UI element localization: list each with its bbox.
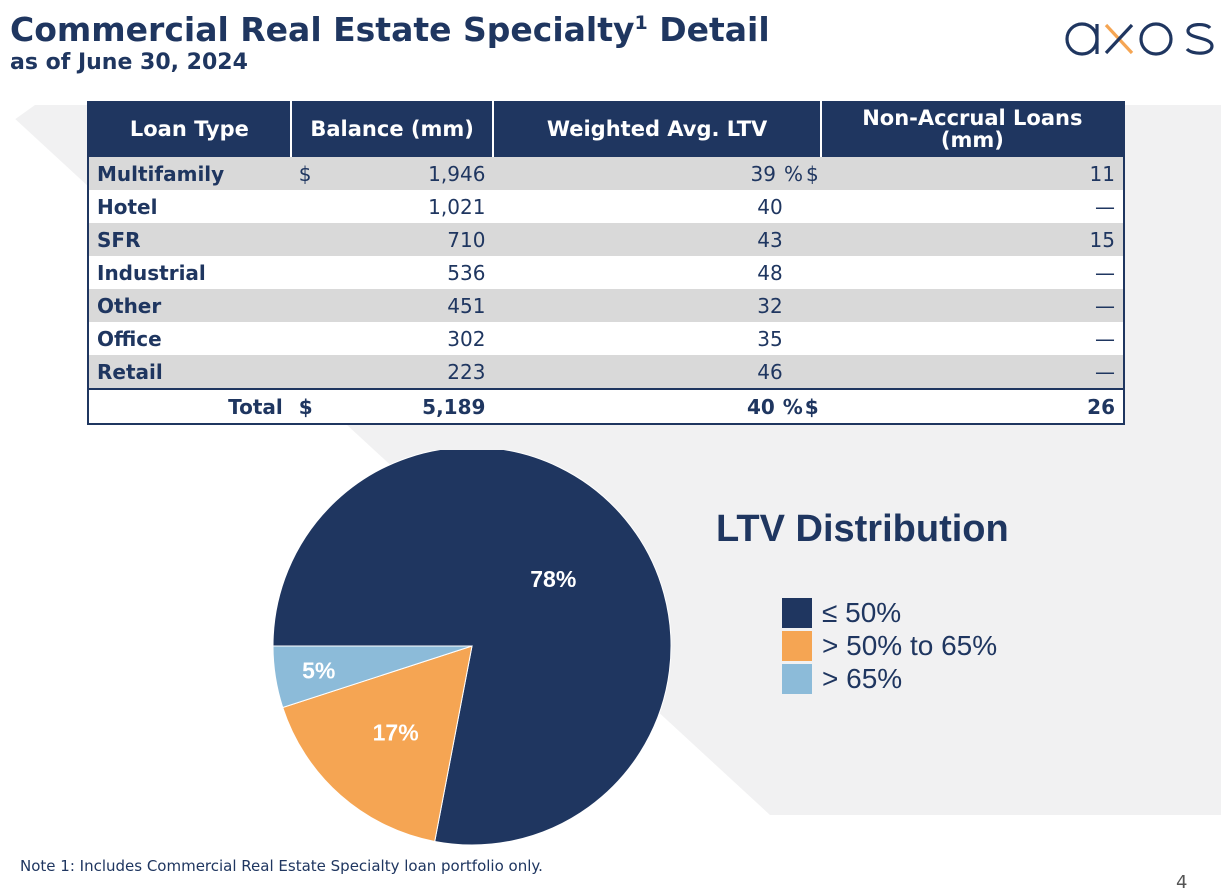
legend-item: ≤ 50% — [782, 596, 997, 629]
table-row: Industrial 536 48— — [88, 256, 1124, 289]
cell-non-accrual: — — [820, 322, 1124, 355]
header-ltv: Weighted Avg. LTV — [493, 101, 822, 157]
chart-title: LTV Distribution — [716, 508, 1009, 550]
cell-loan-type: Industrial — [88, 256, 291, 289]
cell-loan-type: Multifamily — [88, 157, 291, 190]
ltv-pie-chart: 78% 17% 5% — [272, 450, 672, 846]
table-total-row: Total $5,189 40% $26 — [88, 388, 1124, 424]
cell-ltv: 35 — [493, 322, 821, 355]
cell-non-accrual: — — [820, 355, 1124, 389]
cell-loan-type: Other — [88, 289, 291, 322]
pie-slice — [272, 645, 473, 709]
table-row: Hotel 1,021 40— — [88, 190, 1124, 223]
cell-total-balance: $5,189 — [290, 388, 494, 424]
loan-table: Loan Type Balance (mm) Weighted Avg. LTV… — [87, 101, 1125, 425]
pie-data-label: 17% — [373, 720, 419, 746]
table-row: Multifamily $1,946 39% $11 — [88, 157, 1124, 190]
cell-non-accrual: — — [820, 256, 1124, 289]
table-row: Office 302 35— — [88, 322, 1124, 355]
page-title: Commercial Real Estate Specialty1 Detail — [10, 10, 770, 49]
cell-total-ltv: 40% $ — [493, 388, 821, 424]
legend-label: > 50% to 65% — [822, 629, 998, 661]
cell-balance: 536 — [290, 256, 494, 289]
cell-ltv: 48 — [493, 256, 821, 289]
cell-ltv: 43 — [493, 223, 821, 256]
cell-loan-type: Hotel — [88, 190, 291, 223]
cell-balance: 451 — [290, 289, 494, 322]
cell-balance: 1,021 — [290, 190, 494, 223]
pie-data-label: 78% — [530, 566, 576, 592]
pie-slice — [282, 645, 473, 843]
legend-swatch — [782, 597, 812, 628]
title-footnote-marker: 1 — [634, 12, 648, 34]
legend-label: > 65% — [822, 662, 903, 694]
cell-balance: $1,946 — [290, 157, 494, 190]
page-number: 4 — [1176, 872, 1188, 893]
legend-item: > 50% to 65% — [782, 629, 997, 662]
table-row: Other 451 32— — [88, 289, 1124, 322]
cell-ltv: 40 — [493, 190, 821, 223]
header-non-accrual: Non-Accrual Loans (mm) — [820, 101, 1124, 157]
cell-ltv: 32 — [493, 289, 821, 322]
cell-loan-type: SFR — [88, 223, 291, 256]
legend-item: > 65% — [782, 662, 997, 695]
legend-swatch — [782, 663, 812, 694]
cell-balance: 302 — [290, 322, 494, 355]
cell-non-accrual: 15 — [820, 223, 1124, 256]
cell-non-accrual: — — [820, 190, 1124, 223]
table-row: Retail 223 46— — [88, 355, 1124, 389]
cell-loan-type: Retail — [88, 355, 291, 389]
cell-non-accrual: 11 — [820, 157, 1124, 190]
cell-non-accrual: — — [820, 289, 1124, 322]
legend-label: ≤ 50% — [822, 596, 902, 628]
header-loan-type: Loan Type — [88, 101, 292, 157]
table-row: SFR 710 43 15 — [88, 223, 1124, 256]
cell-ltv: 46 — [493, 355, 821, 389]
page-subtitle: as of June 30, 2024 — [10, 50, 248, 75]
legend-swatch — [782, 630, 812, 661]
cell-total-non-accrual: 26 — [820, 388, 1124, 424]
cell-loan-type: Office — [88, 322, 291, 355]
pie-data-label: 5% — [302, 657, 335, 683]
cell-balance: 710 — [290, 223, 494, 256]
cell-total-label: Total — [88, 388, 291, 424]
header-balance: Balance (mm) — [290, 101, 495, 157]
cell-ltv: 39% $ — [493, 157, 821, 190]
footnote: Note 1: Includes Commercial Real Estate … — [20, 857, 543, 875]
cell-balance: 223 — [290, 355, 494, 389]
axos-logo-mark — [1065, 22, 1214, 56]
axos-logo: axos — [1060, 6, 1220, 62]
chart-legend: ≤ 50% > 50% to 65% > 65% — [782, 596, 997, 695]
